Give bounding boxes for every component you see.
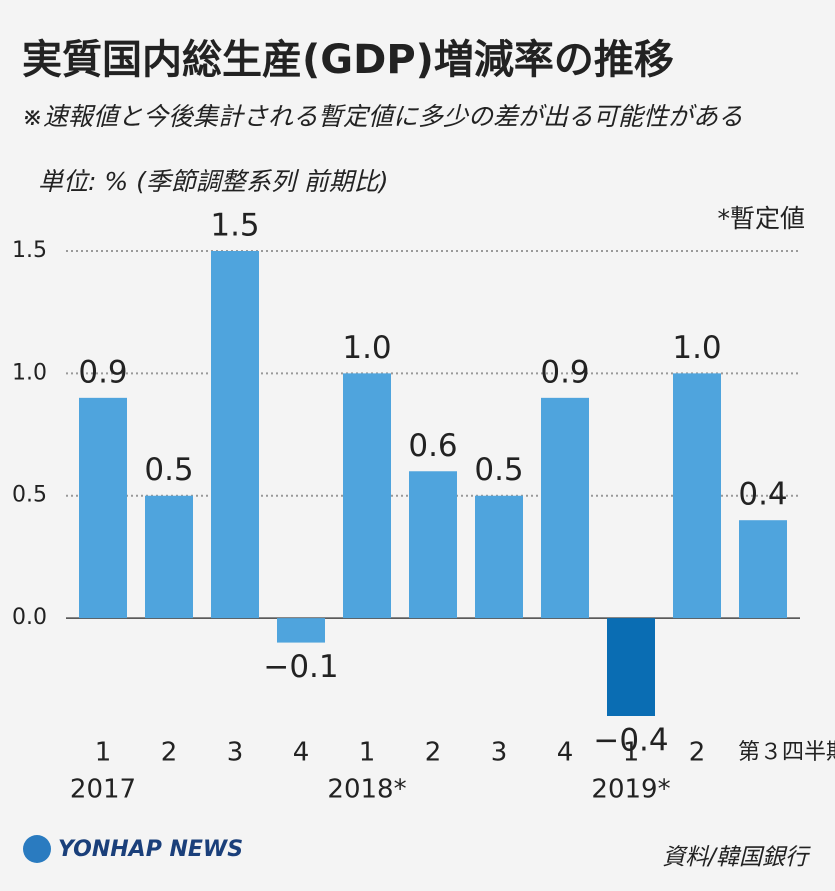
bar [409,471,457,619]
value-label: −0.4 [593,723,668,759]
y-tick-label: 0.5 [12,483,47,508]
value-label: 1.0 [342,330,391,366]
bar [79,397,127,619]
value-label: 1.5 [210,208,259,244]
x-tick-label: 2 [425,738,442,768]
x-tick-label: 1 [359,738,376,768]
logo-icon [23,835,51,863]
x-tick-label: 4 [557,738,574,768]
x-tick-label: 2 [689,738,706,768]
y-tick-label: 1.0 [12,360,47,385]
bar [739,520,787,619]
year-label: 2019* [591,775,670,805]
x-tick-label: 3 [491,738,508,768]
logo: YONHAP NEWS [58,837,243,862]
note: *暫定値 [717,204,805,233]
subtitle: ※速報値と今後集計される暫定値に多少の差が出る可能性がある [22,102,743,131]
source: 資料/韓国銀行 [662,845,811,871]
x-tick-label: 第３四半期 [738,740,835,765]
chart-title: 実質国内総生産(GDP)増減率の推移 [22,37,674,83]
value-label: 0.4 [738,477,787,513]
x-tick-label: 3 [227,738,244,768]
year-label: 2018* [327,775,406,805]
value-label: 0.9 [540,354,589,390]
bar [145,495,193,619]
unit-label: 単位: % (季節調整系列 前期比) [38,167,389,196]
x-tick-label: 4 [293,738,310,768]
value-label: 0.6 [408,428,457,464]
bar [277,618,325,643]
y-tick-label: 0.0 [12,605,47,630]
value-label: 0.9 [78,354,127,390]
x-tick-label: 1 [623,738,640,768]
value-label: −0.1 [263,649,338,685]
bar [211,251,259,619]
x-tick-label: 2 [161,738,178,768]
x-tick-label: 1 [95,738,112,768]
year-label: 2017 [70,775,136,805]
value-label: 0.5 [474,452,523,488]
value-label: 0.5 [144,452,193,488]
value-label: 1.0 [672,330,721,366]
bar [673,373,721,619]
bar [475,495,523,619]
bar [343,373,391,619]
bar [541,397,589,619]
bar [607,618,655,716]
y-tick-label: 1.5 [12,238,47,263]
